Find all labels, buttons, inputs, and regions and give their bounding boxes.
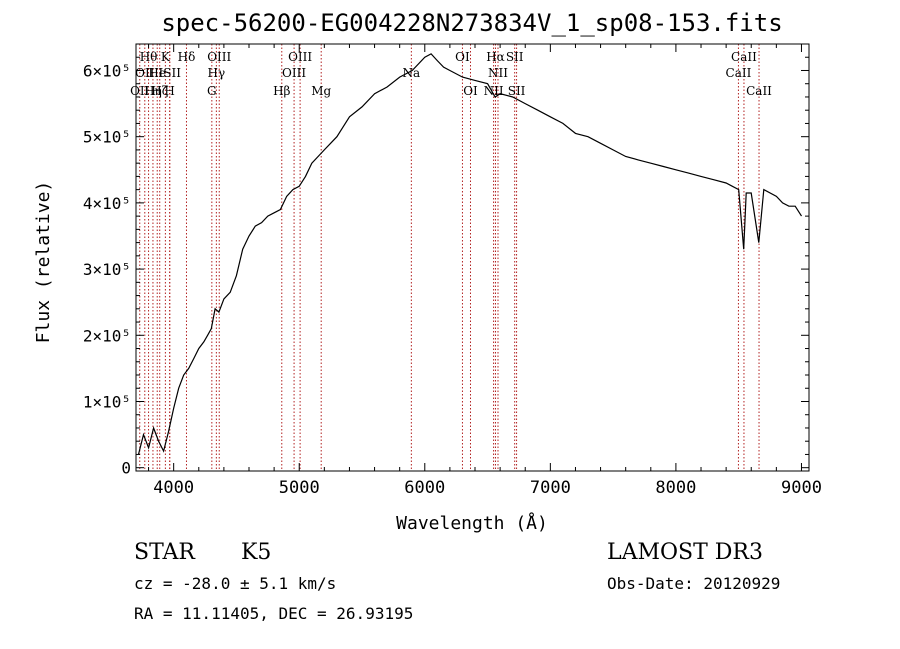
x-tick-label: 9000 xyxy=(781,478,822,498)
spectral-line-labels: OII OII Hθ Hη He Hζ K H ISII Hδ G Hγ OIII Hβ OIII OIII M… xyxy=(130,50,772,98)
spectral-line-label: OIII xyxy=(207,50,231,64)
spectral-line-label: ISII xyxy=(159,66,182,80)
y-tick-label: 1×10⁵ xyxy=(83,392,131,411)
spectral-line-label: CaII xyxy=(731,50,757,64)
chart-title: spec-56200-EG004228N273834V_1_sp08-153.f… xyxy=(161,9,782,37)
spectral-line-label: SII xyxy=(506,50,524,64)
survey-name: LAMOST DR3 xyxy=(607,540,763,565)
spectral-line-label: SII xyxy=(508,84,526,98)
x-tick-label: 4000 xyxy=(153,478,194,498)
spectrum-line xyxy=(137,53,803,455)
spectral-line-label: OII xyxy=(130,84,150,98)
spectral-line-label: OIII xyxy=(282,66,306,80)
spectral-line-label: Hβ xyxy=(273,84,290,98)
spectral-line-label: H xyxy=(164,84,174,98)
spectral-line-label: Hγ xyxy=(208,66,226,80)
x-tick-label: 8000 xyxy=(655,478,696,498)
redshift-cz: cz = -28.0 ± 5.1 km/s xyxy=(134,574,337,593)
object-class: STAR xyxy=(134,540,195,565)
y-tick-label: 4×10⁵ xyxy=(83,194,131,213)
spectral-line-label: Hζ xyxy=(151,84,168,98)
plot-frame xyxy=(135,43,810,472)
x-tick-label: 5000 xyxy=(279,478,320,498)
coordinates: RA = 11.11405, DEC = 26.93195 xyxy=(134,604,414,623)
spectral-line-label: NII xyxy=(484,84,504,98)
object-subclass: K5 xyxy=(241,540,272,565)
y-tick-label: 0 xyxy=(121,459,131,478)
spectral-line-label: Hη xyxy=(144,84,162,98)
spectral-line-label: OIII xyxy=(288,50,312,64)
spectral-line-label: Hδ xyxy=(178,50,196,64)
spectral-line-label: Hα xyxy=(486,50,505,64)
spectral-line-label: Na xyxy=(403,66,421,80)
spectral-line-label: OII xyxy=(135,66,155,80)
spectral-line-label: He xyxy=(148,66,166,80)
spectral-line-label: OI xyxy=(455,50,470,64)
spectral-line-label: CaII xyxy=(746,84,772,98)
spectral-line-label: Mg xyxy=(311,84,331,98)
x-axis-label: Wavelength (Å) xyxy=(396,512,548,534)
spectral-line-label: NII xyxy=(488,66,508,80)
observation-date: Obs-Date: 20120929 xyxy=(607,574,781,593)
y-axis-label: Flux (relative) xyxy=(33,181,54,344)
spectral-line-markers xyxy=(139,44,760,471)
spectral-line-label: Hθ xyxy=(140,50,158,64)
spectral-line-label: K xyxy=(161,50,171,64)
spectral-line-label: G xyxy=(207,84,217,98)
spectral-line-label: OI xyxy=(463,84,478,98)
spectral-line-label: CaII xyxy=(726,66,752,80)
x-tick-label: 7000 xyxy=(530,478,571,498)
y-tick-label: 6×10⁵ xyxy=(83,61,131,80)
y-tick-label: 2×10⁵ xyxy=(83,326,131,345)
axis-ticks: 4000 5000 6000 7000 8000 9000 0 1×10⁵ 2×10⁵ 3×10⁵… xyxy=(83,44,822,498)
y-tick-label: 5×10⁵ xyxy=(83,128,131,147)
x-tick-label: 6000 xyxy=(404,478,445,498)
y-tick-label: 3×10⁵ xyxy=(83,260,131,279)
